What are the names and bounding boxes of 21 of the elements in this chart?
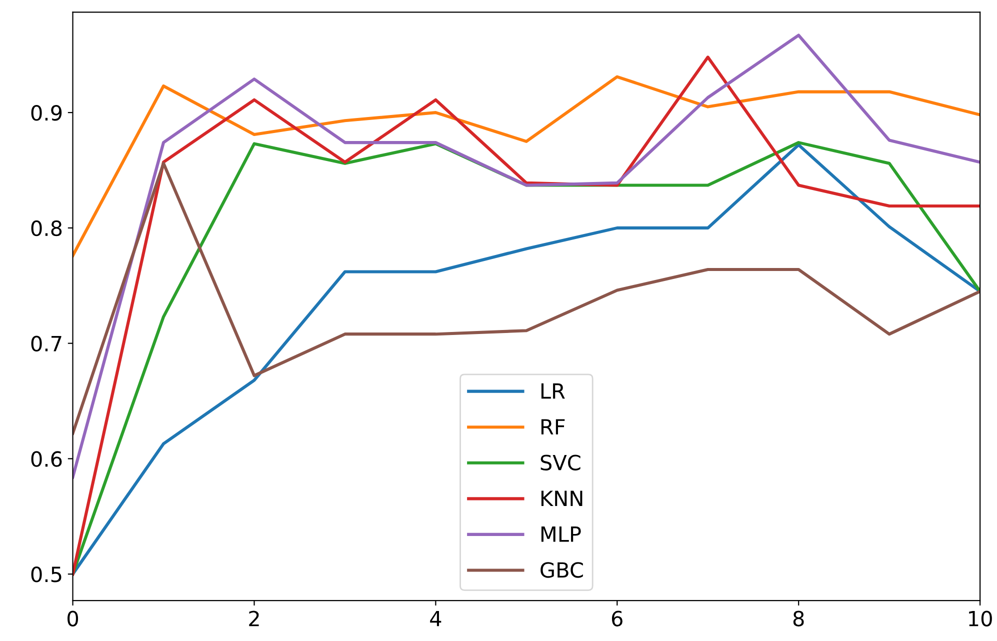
y-tick-label: 0.7	[31, 336, 62, 352]
line-series	[72, 56, 980, 576]
y-tick-label: 0.5	[31, 566, 62, 582]
legend-label: LR	[541, 383, 565, 399]
legend-label: RF	[541, 419, 565, 434]
x-tick-label: 6	[612, 610, 622, 626]
line-series	[72, 162, 980, 435]
line-series	[72, 34, 980, 479]
legend-label: SVC	[540, 454, 580, 470]
legend-label: KNN	[541, 490, 582, 506]
line-series	[72, 75, 980, 258]
legend-label: GBC	[540, 562, 583, 578]
y-tick-label: 0.8	[31, 220, 62, 236]
y-tick-label: 0.6	[31, 451, 62, 467]
y-tick-label: 0.9	[31, 105, 62, 121]
x-tick-label: 0	[68, 610, 78, 626]
x-tick-label: 4	[430, 610, 442, 626]
x-tick-label: 10	[969, 610, 992, 626]
x-tick-label: 8	[793, 610, 804, 626]
x-tick-label: 2	[249, 610, 259, 626]
legend-label: MLP	[541, 526, 581, 542]
